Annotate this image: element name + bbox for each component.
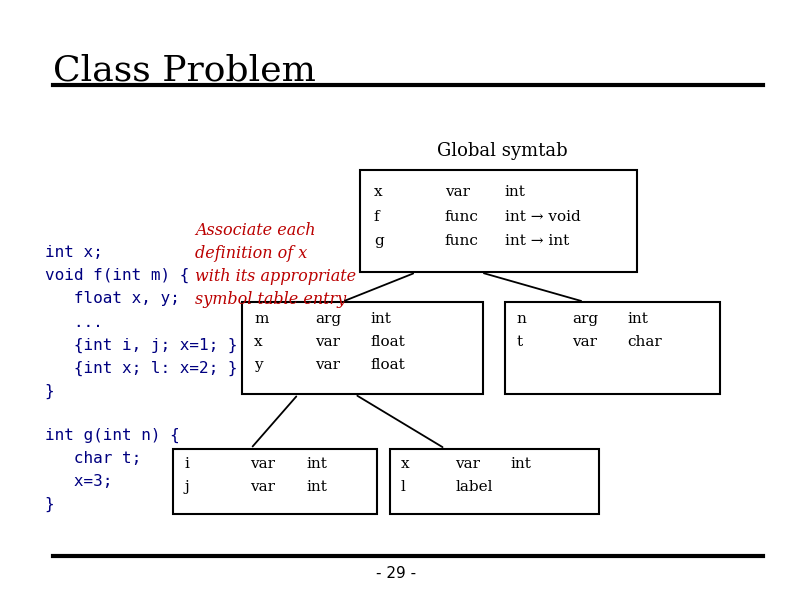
Bar (505, 302, 720, 394)
Text: ...: ... (45, 315, 102, 329)
Bar (173, 449, 377, 514)
Text: var: var (315, 359, 341, 372)
Text: t: t (516, 335, 523, 349)
Text: label: label (455, 480, 493, 494)
Text: m: m (254, 312, 268, 326)
Text: x: x (254, 335, 263, 349)
Text: arg: arg (315, 312, 341, 326)
Text: with its appropriate: with its appropriate (195, 268, 356, 285)
Text: x: x (374, 185, 383, 200)
Text: - 29 -: - 29 - (376, 566, 416, 581)
Text: void f(int m) {: void f(int m) { (45, 268, 189, 283)
Text: }: } (45, 498, 55, 512)
Text: int: int (510, 457, 531, 471)
Text: var: var (455, 457, 480, 471)
Text: j: j (185, 480, 189, 494)
Text: var: var (572, 335, 597, 349)
Text: {int x; l: x=2; }: {int x; l: x=2; } (45, 361, 238, 376)
Text: int: int (627, 312, 648, 326)
Text: var: var (445, 185, 470, 200)
Text: float x, y;: float x, y; (45, 291, 180, 307)
Text: y: y (254, 359, 263, 372)
Text: int x;: int x; (45, 245, 102, 260)
Text: arg: arg (572, 312, 598, 326)
Text: func: func (445, 210, 479, 224)
Text: definition of x: definition of x (195, 245, 307, 262)
Text: int: int (505, 185, 526, 200)
Text: func: func (445, 234, 479, 248)
Text: g: g (374, 234, 383, 248)
Text: {int i, j; x=1; }: {int i, j; x=1; } (45, 338, 238, 353)
Text: l: l (401, 480, 406, 494)
Text: int → void: int → void (505, 210, 581, 224)
Text: Associate each: Associate each (195, 222, 315, 239)
Text: Class Problem: Class Problem (53, 53, 315, 87)
Text: float: float (371, 359, 406, 372)
Text: char: char (627, 335, 662, 349)
Text: int: int (371, 312, 391, 326)
Text: n: n (516, 312, 527, 326)
Text: x=3;: x=3; (45, 474, 112, 489)
Text: int: int (307, 457, 328, 471)
Bar (242, 302, 483, 394)
Text: var: var (250, 480, 275, 494)
Text: x: x (401, 457, 409, 471)
Text: i: i (185, 457, 189, 471)
Text: int g(int n) {: int g(int n) { (45, 428, 180, 443)
Text: Global symtab: Global symtab (437, 142, 568, 160)
Text: char t;: char t; (45, 451, 141, 466)
Text: }: } (45, 384, 55, 399)
Text: float: float (371, 335, 406, 349)
Text: f: f (374, 210, 379, 224)
Text: int: int (307, 480, 328, 494)
Bar (360, 170, 637, 272)
Text: symbol table entry: symbol table entry (195, 291, 346, 308)
Text: int → int: int → int (505, 234, 569, 248)
Text: var: var (250, 457, 275, 471)
Text: var: var (315, 335, 341, 349)
Bar (390, 449, 599, 514)
